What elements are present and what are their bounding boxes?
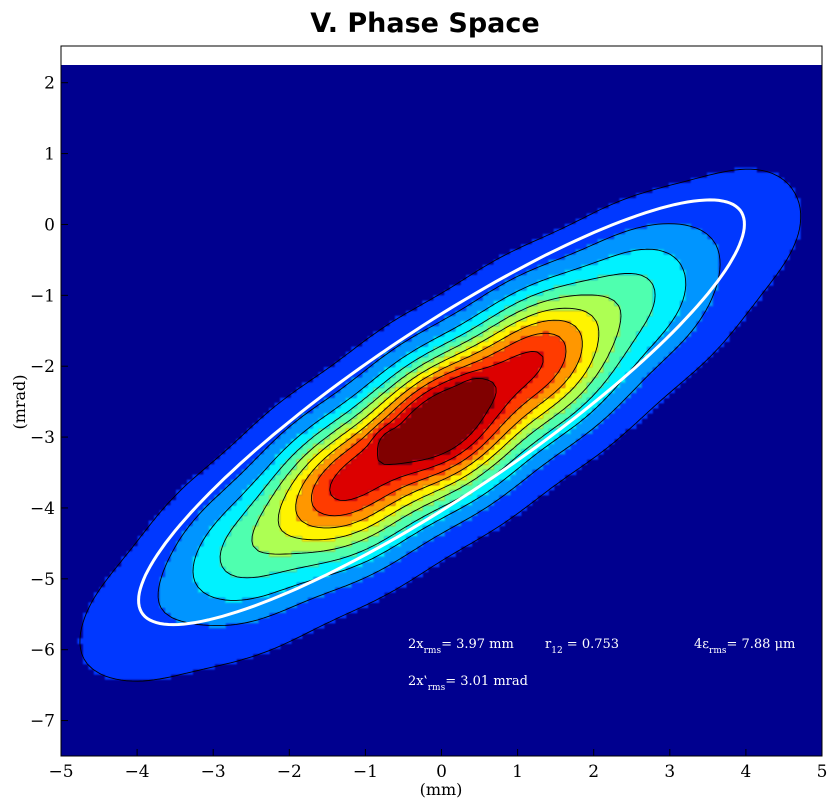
y-tick-label: 2 xyxy=(44,74,55,94)
x-tick-label: 1 xyxy=(512,762,523,782)
contour-band xyxy=(378,377,495,465)
contour-line xyxy=(79,168,802,682)
contour-line xyxy=(251,294,622,555)
x-tick-label: −3 xyxy=(201,762,226,782)
x-axis-ticks: −5 −4 −3 −2 −1 0 1 2 3 4 5 xyxy=(48,749,827,782)
contour-band xyxy=(329,351,544,501)
contour-line xyxy=(310,332,567,517)
chart-title: V. Phase Space xyxy=(310,8,539,39)
x-tick-label: −4 xyxy=(125,762,150,782)
contour-line xyxy=(329,351,544,501)
y-tick-label: −6 xyxy=(30,641,55,661)
x-tick-label: 2 xyxy=(588,762,599,782)
y-axis-ticks: −7 −6 −5 −4 −3 −2 −1 0 1 2 xyxy=(30,74,68,732)
x-tick-label: 0 xyxy=(436,762,447,782)
y-tick-label: −5 xyxy=(30,570,55,590)
annotation-emittance: 4εrms= 7.88 μm xyxy=(694,637,795,656)
contour-band xyxy=(296,320,582,527)
contour-line xyxy=(277,307,600,541)
y-tick-label: −4 xyxy=(30,499,55,519)
rms-ellipse-layer xyxy=(137,198,746,627)
annotation-r12: r12 = 0.753 xyxy=(545,637,619,656)
y-tick-label: 0 xyxy=(44,215,55,235)
y-tick-label: −2 xyxy=(30,357,55,377)
y-axis-label: (mrad) xyxy=(10,374,29,429)
contour-band xyxy=(312,331,566,516)
rms-ellipse xyxy=(137,198,746,627)
x-axis-label: (mm) xyxy=(420,780,463,799)
y-tick-label: −1 xyxy=(30,286,55,306)
contour-band xyxy=(77,167,801,680)
x-tick-label: 5 xyxy=(817,762,828,782)
contour-line xyxy=(295,319,583,529)
contour-fill-layer xyxy=(77,167,802,682)
y-tick-label: −7 xyxy=(30,712,55,732)
contour-line xyxy=(376,377,497,465)
contour-line xyxy=(192,248,687,601)
y-tick-label: −3 xyxy=(30,428,55,448)
contour-line xyxy=(219,272,656,579)
annotation-x-rms: 2xrms= 3.97 mm xyxy=(408,637,514,656)
x-tick-label: −1 xyxy=(353,762,378,782)
x-tick-label: 4 xyxy=(740,762,751,782)
x-tick-label: −2 xyxy=(277,762,302,782)
x-tick-label: −5 xyxy=(48,762,73,782)
x-tick-label: 3 xyxy=(664,762,675,782)
annotation-xp-rms: 2x‛rms= 3.01 mrad xyxy=(408,674,528,693)
y-tick-label: 1 xyxy=(44,145,55,165)
